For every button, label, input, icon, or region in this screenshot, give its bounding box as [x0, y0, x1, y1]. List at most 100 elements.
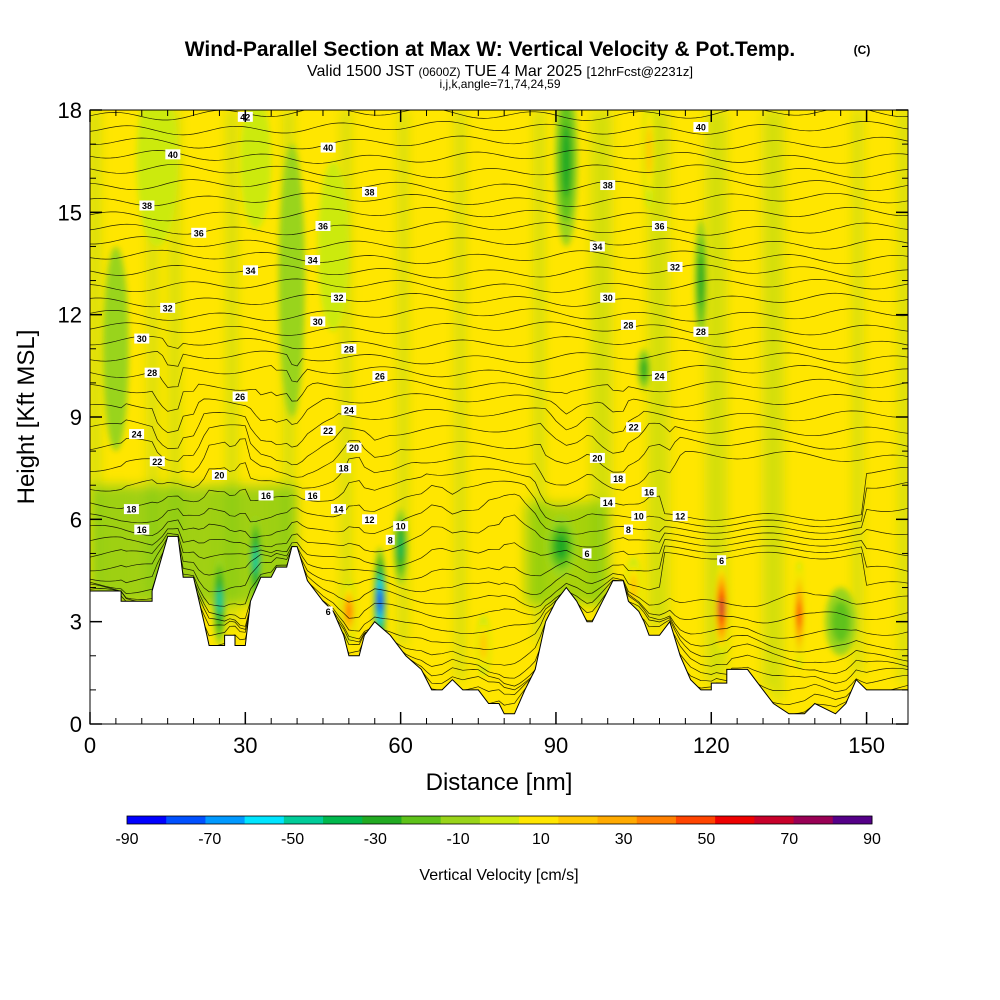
- isentrope-label: 16: [258, 490, 274, 501]
- isentrope-label: 36: [651, 220, 667, 231]
- isentrope-label-text: 40: [323, 143, 333, 153]
- y-tick-label: 12: [58, 303, 82, 328]
- isentrope-label-text: 36: [654, 221, 664, 231]
- isentrope-label: 18: [336, 463, 352, 474]
- terrain: [90, 535, 908, 724]
- field-column: [661, 110, 668, 622]
- field-column: [672, 110, 680, 636]
- isentrope-label: 30: [134, 333, 150, 344]
- downdraft-cell: [102, 246, 129, 452]
- downdraft-cell: [252, 548, 259, 573]
- isentrope-label-text: 22: [323, 426, 333, 436]
- colorbar-swatch: [636, 816, 677, 824]
- colorbar-tick-label: -50: [281, 831, 304, 848]
- isentrope-label: 30: [600, 292, 616, 303]
- x-tick-label: 90: [544, 733, 568, 758]
- downdraft-cell: [216, 589, 223, 614]
- field-column: [650, 110, 657, 629]
- updraft-cell: [646, 126, 653, 176]
- isentrope-line: [90, 350, 908, 367]
- field-column: [388, 110, 395, 630]
- colorbar-swatch: [479, 816, 520, 824]
- downdraft-cell: [397, 534, 404, 560]
- isentrope-line: [90, 378, 908, 412]
- isentrope-label: 28: [620, 319, 636, 330]
- colorbar-tick-label: -70: [198, 831, 221, 848]
- field-column: [764, 110, 771, 689]
- isentrope-line: [90, 335, 908, 351]
- isentrope-label: 26: [372, 371, 388, 382]
- isentrope-line: [90, 536, 908, 580]
- isentrope-label: 6: [717, 555, 727, 566]
- forecast-info: [12hrFcst@2231z]: [587, 64, 693, 79]
- isentrope-label: 22: [626, 422, 642, 433]
- colorbar-swatch: [558, 816, 599, 824]
- isentrope-label: 8: [385, 534, 395, 545]
- y-tick-label: 9: [70, 405, 82, 430]
- field-column: [137, 110, 144, 595]
- isentrope-line: [90, 393, 908, 433]
- isentrope-label-text: 32: [163, 303, 173, 313]
- isentrope-label-text: 18: [339, 464, 349, 474]
- isentrope-label-text: 32: [670, 262, 680, 272]
- isentrope-line: [90, 573, 908, 639]
- colorbar-swatch: [597, 816, 638, 824]
- isentrope-label-text: 40: [168, 150, 178, 160]
- updraft-cell: [317, 161, 349, 332]
- isentrope-line: [90, 514, 908, 553]
- isentrope-label: 6: [582, 548, 592, 559]
- field-column: [866, 110, 873, 684]
- field-column: [616, 110, 623, 574]
- section-params: i,j,k,angle=71,74,24,59: [439, 77, 560, 91]
- colorbar-swatch: [166, 816, 206, 824]
- field-column: [92, 110, 99, 585]
- downdraft-cell: [640, 360, 647, 379]
- updraft-cell: [630, 574, 638, 601]
- field-column: [695, 110, 702, 682]
- isentrope-label: 28: [144, 367, 160, 378]
- isentrope-label-text: 30: [313, 317, 323, 327]
- isentrope-label: 38: [362, 186, 378, 197]
- field-column: [593, 110, 600, 607]
- isentrope-label: 20: [346, 442, 362, 453]
- isentrope-label-text: 38: [142, 201, 152, 211]
- plot-background: [90, 110, 908, 724]
- isentrope-label-text: 18: [126, 505, 136, 515]
- isentrope-label: 38: [600, 180, 616, 191]
- x-axis-label: Distance [nm]: [426, 769, 573, 796]
- isentrope-line: [90, 278, 908, 293]
- isentrope-line: [90, 599, 908, 666]
- isentrope-label: 16: [305, 490, 321, 501]
- colorbar-swatch: [519, 816, 559, 824]
- colorbar-label: Vertical Velocity [cm/s]: [419, 867, 578, 884]
- colorbar-swatch: [675, 816, 716, 824]
- isentrope-line: [90, 135, 908, 150]
- x-tick-label: 30: [233, 733, 257, 758]
- colorbar-swatch: [244, 816, 285, 824]
- x-tick-label: 0: [84, 733, 96, 758]
- updraft-cell: [480, 632, 487, 659]
- isentrope-label: 16: [641, 487, 657, 498]
- field-column: [707, 110, 714, 684]
- downdraft-cell: [697, 254, 704, 307]
- isentrope-line: [90, 422, 908, 466]
- colorbar-swatch: [401, 816, 442, 824]
- field-column: [308, 110, 315, 580]
- colorbar-tick-label: 10: [532, 831, 550, 848]
- isentrope-label: 22: [320, 425, 336, 436]
- colorbar-tick-label: -90: [115, 831, 138, 848]
- isentrope-label: 18: [610, 473, 626, 484]
- isentrope-label-text: 6: [326, 607, 331, 617]
- isentrope-line: [90, 480, 908, 528]
- isentrope-label: 16: [134, 524, 150, 535]
- isentrope-label: 10: [393, 521, 409, 532]
- isentrope-label-text: 6: [719, 556, 724, 566]
- isentrope-label-text: 28: [623, 320, 633, 330]
- field-column: [775, 110, 782, 701]
- isentrope-label-text: 12: [675, 511, 685, 521]
- isentrope-line: [90, 121, 908, 136]
- isentrope-line: [90, 450, 908, 492]
- isentrope-label: 34: [242, 265, 258, 276]
